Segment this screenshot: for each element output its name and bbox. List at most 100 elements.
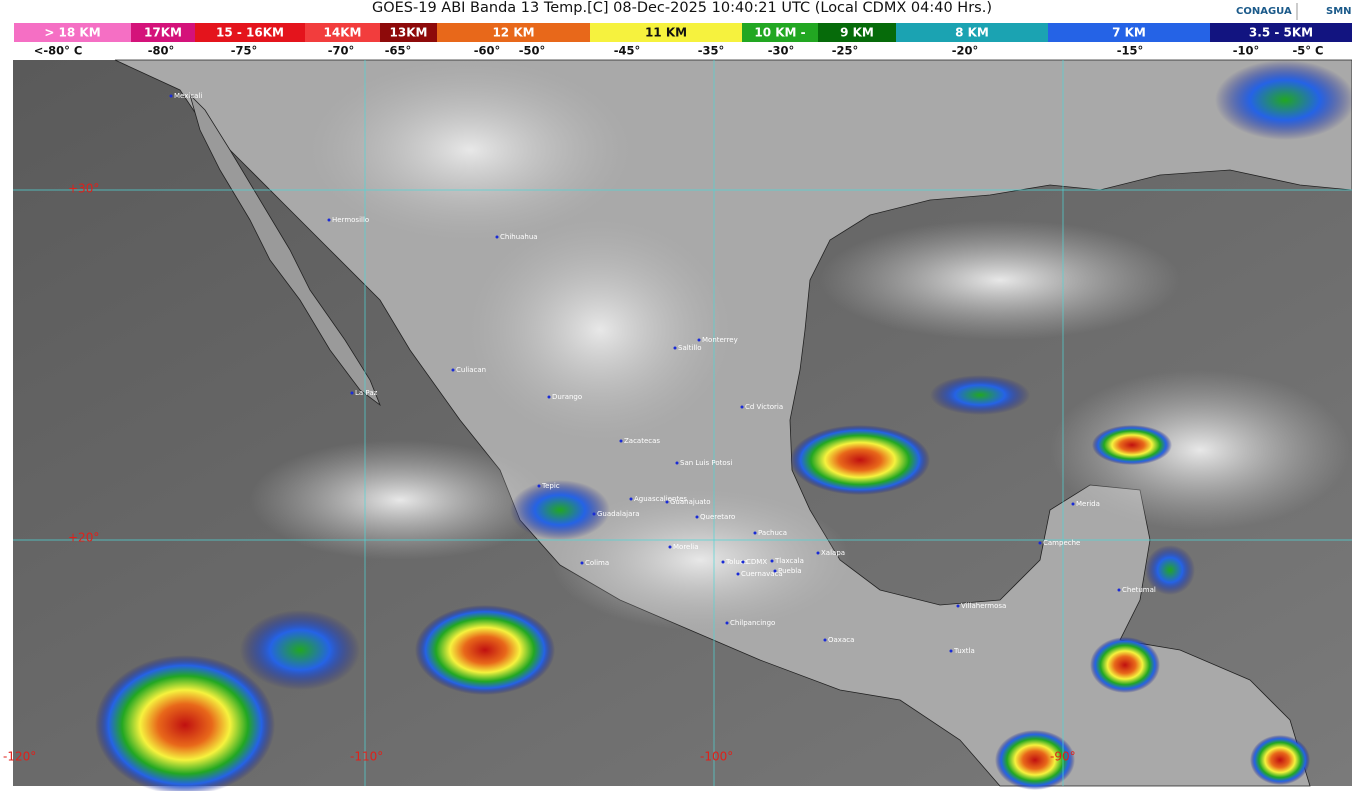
city-dot — [741, 560, 745, 564]
temperature-label: -15° — [1117, 44, 1144, 58]
city-dot — [1038, 541, 1042, 545]
altitude-label: 17KM — [144, 26, 182, 40]
city-label: San Luis Potosi — [680, 459, 732, 467]
city-dot — [816, 551, 820, 555]
city-dot — [592, 512, 596, 516]
cloud — [1050, 370, 1350, 530]
city-dot — [740, 405, 744, 409]
storm — [240, 610, 360, 690]
storm — [415, 605, 555, 695]
city-dot — [619, 439, 623, 443]
scale-segment — [14, 23, 131, 42]
city-label: Queretaro — [700, 513, 735, 521]
city-label: Chetumal — [1122, 586, 1156, 594]
city-dot — [736, 572, 740, 576]
city-dot — [1117, 588, 1121, 592]
city-dot — [169, 94, 173, 98]
city-label: CDMX — [746, 558, 767, 566]
city-label: Aguascalientes — [634, 495, 687, 503]
city-label: Hermosillo — [332, 216, 369, 224]
scale-segment — [1048, 23, 1210, 42]
city-label: La Paz — [355, 389, 378, 397]
scale-segment — [896, 23, 1048, 42]
city-dot — [823, 638, 827, 642]
storm — [1215, 60, 1352, 140]
city-dot — [956, 604, 960, 608]
city-dot — [451, 368, 455, 372]
scale-segment — [380, 23, 437, 42]
altitude-label: 7 KM — [1112, 26, 1146, 40]
convection — [95, 60, 1352, 791]
city-label: Culiacan — [456, 366, 486, 374]
city-dot — [773, 569, 777, 573]
city-label: Puebla — [778, 567, 802, 575]
graticule — [13, 60, 1352, 786]
city-dot — [695, 515, 699, 519]
temperature-label: -50° — [519, 44, 546, 58]
altitude-label: 12 KM — [492, 26, 534, 40]
scale-segment — [590, 23, 742, 42]
title: GOES-19 ABI Banda 13 Temp.[C] 08-Dec-202… — [372, 0, 992, 16]
cloud — [470, 220, 730, 440]
storm — [930, 375, 1030, 415]
scale-segment — [742, 23, 818, 42]
logos: CONAGUA SMN — [1236, 3, 1352, 20]
cloud — [820, 220, 1180, 340]
temperature-label: -20° — [952, 44, 979, 58]
city-dot — [665, 500, 669, 504]
city-dot — [725, 621, 729, 625]
city-dot — [495, 235, 499, 239]
city-dot — [675, 461, 679, 465]
city-label: Chilpancingo — [730, 619, 775, 627]
storm — [790, 425, 930, 495]
temperature-label: -30° — [768, 44, 795, 58]
city-label: Durango — [552, 393, 582, 401]
longitude-label: -120° — [3, 750, 36, 764]
altitude-label: 13KM — [390, 26, 428, 40]
altitude-label: 11 KM — [645, 26, 687, 40]
temperature-label: -10° — [1233, 44, 1260, 58]
city-label: Villahermosa — [961, 602, 1006, 610]
storm — [1145, 545, 1195, 595]
altitude-label: 14KM — [324, 26, 362, 40]
altitude-label: 15 - 16KM — [216, 26, 284, 40]
city-dot — [697, 338, 701, 342]
temperature-label: -65° — [385, 44, 412, 58]
temperature-label: -45° — [614, 44, 641, 58]
city-label: Cuernavaca — [741, 570, 783, 578]
scale-segment — [437, 23, 590, 42]
city-label: Colima — [585, 559, 609, 567]
logo-conagua: CONAGUA — [1236, 6, 1292, 17]
city-dot — [668, 545, 672, 549]
city-label: Pachuca — [758, 529, 787, 537]
city-dot — [629, 497, 633, 501]
temperature-label: -70° — [328, 44, 355, 58]
city-label: Tlaxcala — [774, 557, 804, 565]
temperature-label: -5° C — [1293, 44, 1324, 58]
scale-segment — [305, 23, 380, 42]
color-scale: > 18 KM 17KM 15 - 16KM 14KM 13KM 12 KM 11 KM 10… — [14, 23, 1352, 58]
longitude-label: -90° — [1050, 750, 1076, 764]
altitude-label: 10 KM - — [754, 26, 805, 40]
city-dot — [1071, 502, 1075, 506]
city-label: Toluca — [725, 558, 748, 566]
temperature-label: -25° — [832, 44, 859, 58]
city-label: Cd Victoria — [745, 403, 783, 411]
city-label: Guanajuato — [670, 498, 711, 506]
temperature-label: -35° — [698, 44, 725, 58]
city-dot — [547, 395, 551, 399]
altitude-label: 9 KM — [840, 26, 874, 40]
city-dot — [753, 531, 757, 535]
city-label: Guadalajara — [597, 510, 640, 518]
cloud — [550, 490, 850, 630]
temperature-label: <-80° C — [34, 44, 83, 58]
storm — [510, 480, 610, 540]
city-label: Morelia — [673, 543, 699, 551]
city-label: Monterrey — [702, 336, 738, 344]
altitude-label: 3.5 - 5KM — [1249, 26, 1313, 40]
storm — [95, 655, 275, 791]
scale-segment — [818, 23, 896, 42]
city-dot — [580, 561, 584, 565]
city-label: Xalapa — [821, 549, 845, 557]
storm — [995, 730, 1075, 790]
